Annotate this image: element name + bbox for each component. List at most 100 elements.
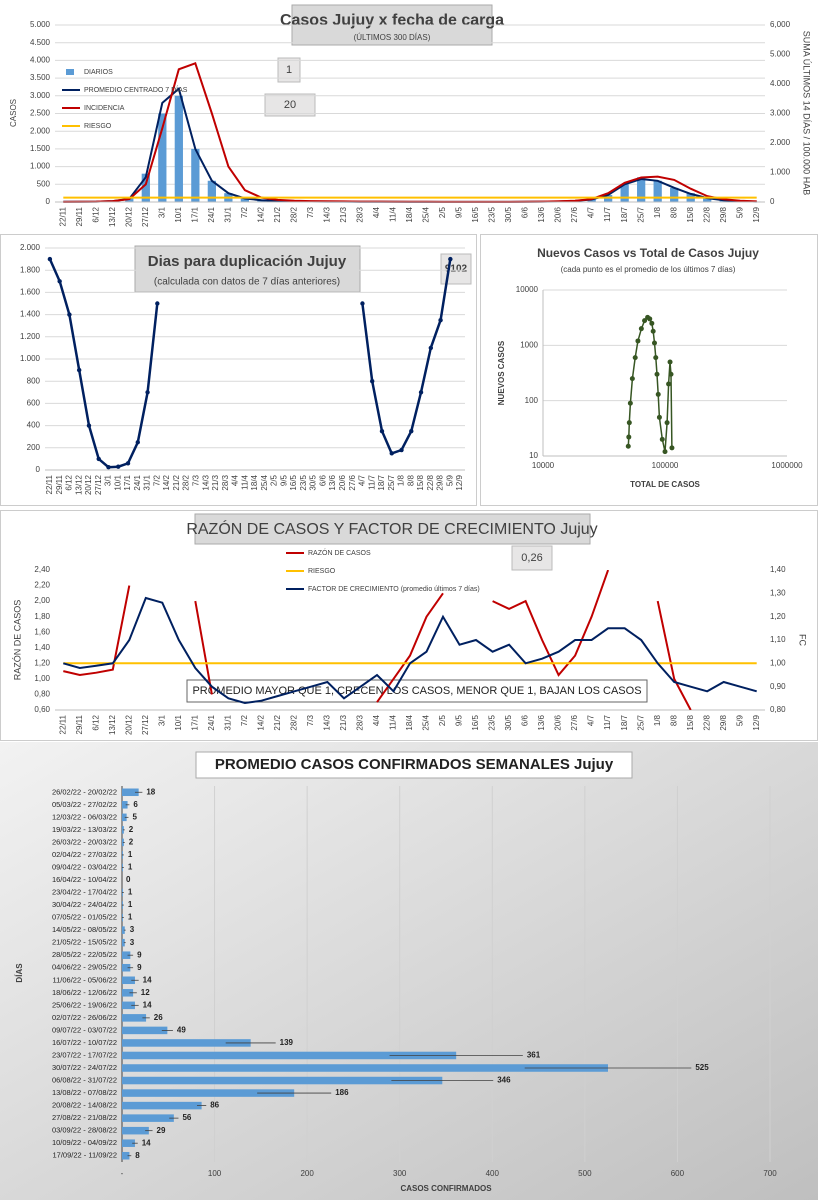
x-tick-label: 29/11: [55, 474, 64, 494]
x-tick-label: 20/6: [554, 206, 563, 222]
data-label: 6: [133, 800, 138, 809]
x-tick-label: 4/7: [587, 714, 596, 726]
x-tick-label: 5/9: [735, 206, 744, 218]
legend-label: RAZÓN DE CASOS: [308, 548, 371, 557]
x-tick-label: 16/5: [471, 714, 480, 730]
chart-subtitle: (cada punto es el promedio de los último…: [561, 265, 736, 274]
y-tick-label: 05/03/22 - 27/02/22: [52, 800, 117, 809]
data-label: 186: [335, 1088, 349, 1097]
x-tick-label: 4/4: [372, 206, 381, 218]
point: [370, 379, 375, 384]
point: [654, 371, 660, 377]
x-tick-label: 30/5: [504, 714, 513, 730]
y-tick-label: 16/07/22 - 10/07/22: [52, 1038, 117, 1047]
annotation-box: [264, 93, 316, 117]
point: [67, 312, 72, 317]
x-tick-label: 28/3: [356, 206, 365, 222]
x-tick-label: 21/3: [339, 714, 348, 730]
x-tick-label: 5/9: [445, 474, 454, 486]
data-label: 12: [141, 988, 150, 997]
x-tick-label: 7/3: [306, 206, 315, 218]
bar: [122, 813, 127, 822]
data-label: 346: [497, 1076, 511, 1085]
point: [647, 316, 653, 322]
point: [428, 345, 434, 351]
yticks-label: 1,00: [34, 674, 50, 683]
yticks-label: 1.000: [20, 354, 41, 363]
x-tick-label: 27/6: [348, 474, 357, 490]
x-tick-label: 11/7: [367, 474, 376, 490]
x-tick-label: 29/11: [75, 206, 84, 226]
annotation: 9102: [445, 264, 468, 275]
x-tick-label: 4/4: [231, 474, 240, 486]
annotation: 20: [284, 99, 296, 111]
y2ticks-label: 6,000: [770, 20, 791, 29]
y-tick-label: 21/05/22 - 15/05/22: [52, 938, 117, 947]
y2ticks-label: 1,10: [770, 635, 786, 644]
point: [651, 340, 657, 346]
x-tick-label: 6/12: [91, 714, 100, 730]
y-axis-label: RAZÓN DE CASOS: [12, 600, 22, 681]
x-tick-label: 25/7: [636, 714, 645, 730]
y-tick-label: 02/04/22 - 27/03/22: [52, 850, 117, 859]
chart-title: PROMEDIO CASOS CONFIRMADOS SEMANALES Juj…: [215, 756, 614, 773]
y-tick-label: 23/04/22 - 17/04/22: [52, 888, 117, 897]
yticks-label: 5.000: [30, 20, 51, 29]
yticks-label: 4.000: [30, 56, 51, 65]
y-axis-label: NUEVOS CASOS: [497, 340, 506, 405]
bar: [122, 1089, 295, 1097]
bar: [122, 951, 131, 959]
data-label: 139: [280, 1038, 294, 1047]
x-tick-label: 24/1: [207, 206, 216, 222]
y-tick-label: 13/08/22 - 07/08/22: [52, 1088, 117, 1097]
legend-label: FACTOR DE CRECIMIENTO (promedio últimos …: [308, 586, 480, 593]
x-tick-label: 13/12: [108, 714, 117, 735]
x-tick-label: 15/8: [686, 714, 695, 730]
bar: [122, 1114, 174, 1122]
x-tick-label: 14/3: [323, 714, 332, 730]
x-tick-label: 25/4: [260, 474, 269, 490]
x-tick-label: 18/7: [377, 474, 386, 490]
x-tick-label: 29/8: [436, 474, 445, 490]
point: [86, 423, 92, 428]
point: [659, 436, 665, 442]
data-label: 14: [143, 1000, 152, 1009]
point: [399, 447, 404, 453]
x-tick-label: 14/2: [257, 206, 266, 222]
x-tick-label: 9/5: [455, 206, 464, 218]
y-tick-label: 20/08/22 - 14/08/22: [52, 1101, 117, 1110]
x-tick-label: 25/4: [422, 714, 431, 730]
x-tick-label: 25/4: [422, 206, 431, 222]
chart-title: Nuevos Casos vs Total de Casos Jujuy: [537, 246, 759, 260]
y2ticks-label: 0,80: [770, 705, 786, 714]
data-label: 9: [137, 963, 142, 972]
point: [418, 390, 424, 395]
data-label: 1: [128, 913, 133, 922]
bar: [122, 989, 134, 997]
x-axis-label: CASOS CONFIRMADOS: [400, 1184, 492, 1193]
x-tick-label: 20/6: [338, 474, 347, 490]
x-tick-label: 22/11: [45, 474, 54, 494]
bar: [122, 1101, 202, 1110]
point: [629, 376, 635, 382]
x-tick-label: 27/12: [94, 474, 103, 495]
data-label: 49: [177, 1026, 186, 1035]
legend-label: INCIDENCIA: [84, 105, 125, 112]
data-label: 2: [129, 825, 134, 834]
yticks-label: 2,20: [34, 581, 50, 590]
x-tick-label: 21/2: [273, 206, 282, 222]
y-tick-label: 11/06/22 - 05/06/22: [53, 975, 118, 984]
data-label: 3: [130, 925, 135, 934]
x-tick-label: 14/2: [162, 474, 171, 490]
x-tick-label: 31/1: [143, 474, 152, 490]
yticks-label: 100: [525, 396, 539, 405]
point: [96, 456, 101, 462]
y-tick-label: 02/07/22 - 26/06/22: [52, 1013, 117, 1022]
y2ticks-label: 1,30: [770, 588, 786, 597]
x-tick-label: 4/4: [372, 714, 381, 726]
data-label: 361: [527, 1051, 541, 1060]
x-tick-label: 27/6: [570, 206, 579, 222]
bar: [191, 148, 200, 202]
x-tick-label: 29/11: [75, 714, 84, 734]
